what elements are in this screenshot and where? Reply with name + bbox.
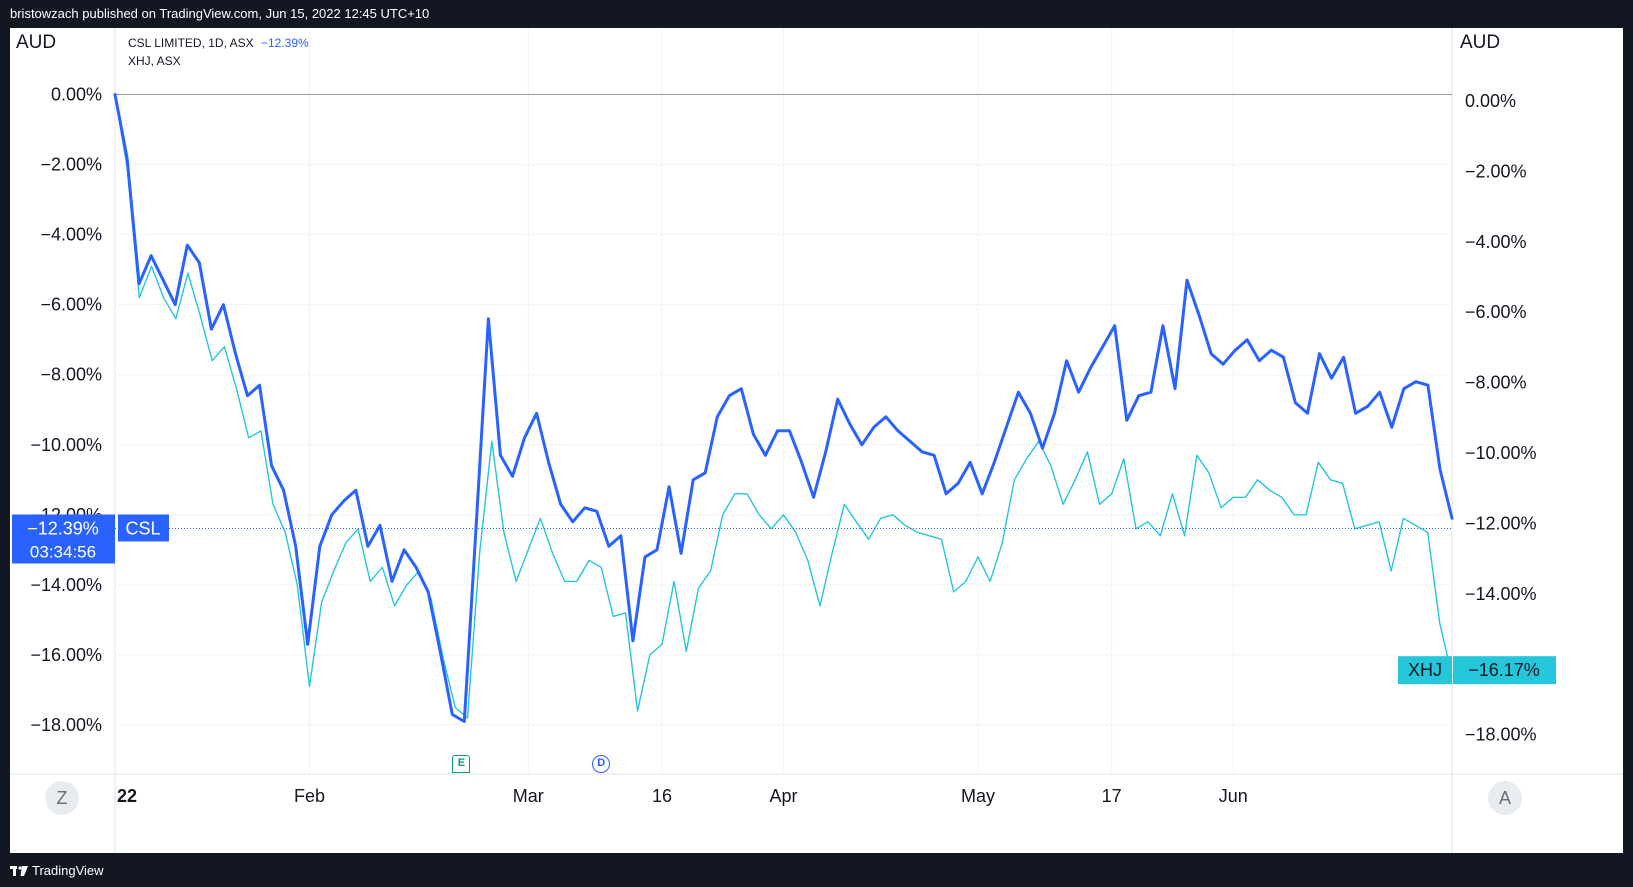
series-line-xhj [114,93,1453,719]
csl-price-tag: −12.39% 03:34:56 CSL [12,514,169,564]
time-tick-label: Apr [769,786,797,806]
legend: CSL LIMITED, 1D, ASX −12.39% XHJ, ASX [128,34,309,70]
right-tick-label: −2.00% [1465,161,1527,181]
right-tick-label: −8.00% [1465,373,1527,393]
time-tick-label: 16 [652,786,672,806]
csl-name-tag: CSL [125,518,160,538]
left-tick-label: −2.00% [40,155,102,175]
grid-layer [10,28,1623,853]
tradingview-logo-icon [10,866,28,876]
time-tick-label: 17 [1102,786,1122,806]
earnings-event-icon[interactable]: E [452,755,471,773]
dividend-event-icon[interactable]: D [592,755,611,773]
axis-layer: 0.00% −2.00% −4.00% −6.00% −8.00% −10.00% −12.… [12,85,1556,806]
xhj-value-tag: −16.17% [1468,660,1540,680]
right-tick-label: −14.00% [1465,584,1537,604]
left-tick-label: −4.00% [40,225,102,245]
legend-main-row[interactable]: CSL LIMITED, 1D, ASX −12.39% [128,34,309,52]
right-unit-label: AUD [1460,32,1501,53]
left-unit-label: AUD [16,32,57,53]
xhj-price-tag: XHJ −16.17% [1398,656,1556,685]
xhj-name-tag: XHJ [1408,660,1442,680]
right-tick-label: −18.00% [1465,725,1537,745]
left-tick-label: −6.00% [40,295,102,315]
auto-scale-button[interactable]: A [1488,781,1522,815]
tradingview-logo[interactable]: TradingView [10,855,104,887]
tradingview-brand: TradingView [32,863,104,878]
left-tick-label: −10.00% [30,435,102,455]
legend-compare-symbol: XHJ, ASX [128,54,181,68]
zoom-reset-button[interactable]: Z [45,781,79,815]
time-tick-label: Jun [1219,786,1248,806]
right-tick-label: −4.00% [1465,232,1527,252]
xhj-value-tag-bg [1453,656,1556,685]
legend-main-change: −12.39% [260,36,309,50]
time-tick-label: Feb [294,786,325,806]
publish-header: bristowzach published on TradingView.com… [10,6,430,21]
time-tick-label: 22 [117,786,137,806]
left-tick-label: −8.00% [40,365,102,385]
time-tick-label: May [961,786,995,806]
left-tick-label: −16.00% [30,645,102,665]
csl-price-value: −12.39% [27,518,99,538]
csl-price-tag-bg [12,514,115,564]
legend-main-symbol: CSL LIMITED, 1D, ASX [128,36,254,50]
csl-countdown: 03:34:56 [30,542,96,561]
legend-compare-row[interactable]: XHJ, ASX [128,52,309,70]
right-tick-label: −10.00% [1465,443,1537,463]
xhj-name-tag-bg [1398,656,1452,685]
series-layer [113,93,1454,723]
right-tick-label: −6.00% [1465,302,1527,322]
left-tick-label: −14.00% [30,575,102,595]
chart-area[interactable]: 0.00% −2.00% −4.00% −6.00% −8.00% −10.00% −12.… [10,28,1623,853]
time-tick-label: Mar [513,786,544,806]
series-line-csl [113,93,1454,723]
left-tick-label: −18.00% [30,715,102,735]
csl-name-tag-bg [118,514,169,542]
left-tick-label: 0.00% [51,85,102,105]
right-tick-label: 0.00% [1465,91,1516,111]
right-tick-label: −12.00% [1465,513,1537,533]
chart-svg[interactable]: 0.00% −2.00% −4.00% −6.00% −8.00% −10.00% −12.… [10,28,1623,853]
footer: TradingView [0,855,1633,887]
